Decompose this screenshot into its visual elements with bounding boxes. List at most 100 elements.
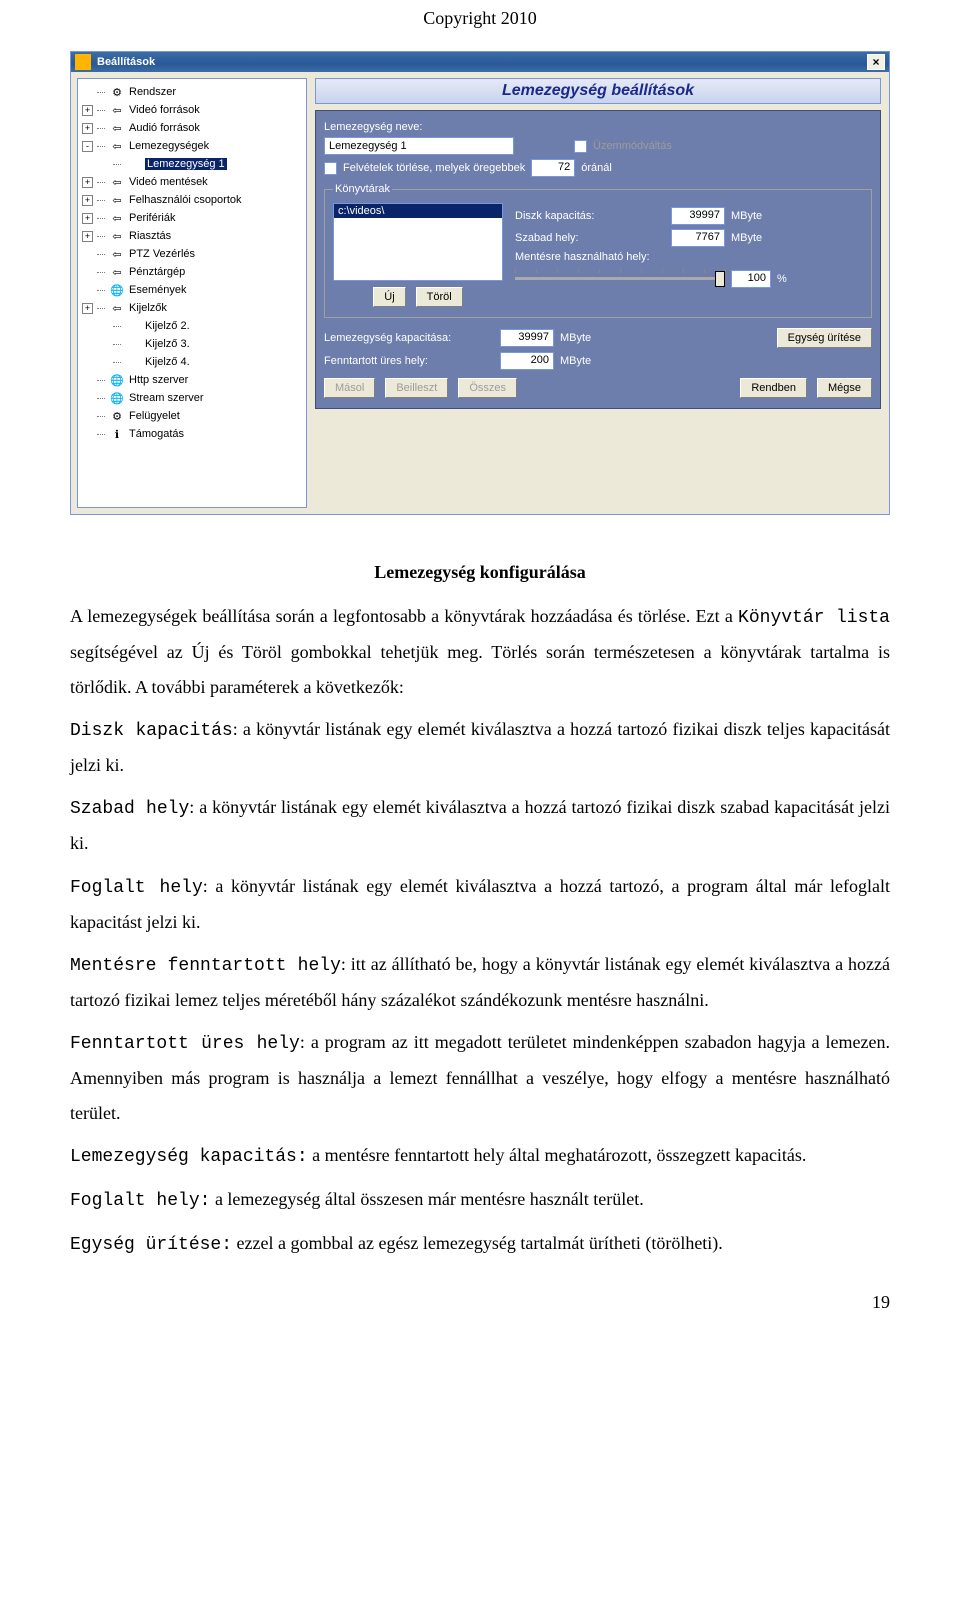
tree-item-label: Rendszer [129, 86, 176, 98]
tree-item-label: Videó források [129, 104, 200, 116]
tree-item-label: Stream szerver [129, 392, 204, 404]
tree-item[interactable]: +⇦Audió források [80, 119, 304, 137]
doc-heading: Lemezegység konfigurálása [70, 555, 890, 589]
nav-tree[interactable]: ⚙Rendszer+⇦Videó források+⇦Audió forráso… [77, 78, 307, 508]
paste-button: Beilleszt [385, 378, 448, 398]
directory-item-selected[interactable]: c:\videos\ [334, 204, 502, 218]
usable-label: Mentésre használható hely: [515, 251, 650, 263]
disk-cap-label: Diszk kapacitás: [515, 210, 665, 222]
tree-item[interactable]: +⇦Riasztás [80, 227, 304, 245]
ok-button[interactable]: Rendben [740, 378, 807, 398]
blank-icon [125, 156, 141, 172]
doc-p4: Foglalt hely: a könyvtár listának egy el… [70, 869, 890, 939]
expand-icon[interactable]: + [82, 195, 93, 206]
tree-item[interactable]: ⚙Felügyelet [80, 407, 304, 425]
main-panel: Lemezegység beállítások Lemezegység neve… [315, 78, 883, 508]
drain-button[interactable]: Egység ürítése [777, 328, 872, 348]
info-icon: ℹ [109, 426, 125, 442]
reserved-label: Fenntartott üres hely: [324, 355, 494, 367]
arrow-left-icon: ⇦ [109, 228, 125, 244]
tree-item-label: Videó mentések [129, 176, 208, 188]
expand-icon [98, 339, 109, 350]
tree-item[interactable]: +⇦Felhasználói csoportok [80, 191, 304, 209]
drive-name-input[interactable] [324, 137, 514, 155]
del-dir-button[interactable]: Töröl [416, 287, 463, 307]
tree-item-label: PTZ Vezérlés [129, 248, 195, 260]
tree-item[interactable]: ⚙ Rendszer [80, 83, 304, 101]
tree-item-label: Felhasználói csoportok [129, 194, 242, 206]
tree-item[interactable]: ⇦PTZ Vezérlés [80, 245, 304, 263]
arrow-left-icon: ⇦ [109, 120, 125, 136]
doc-p3: Szabad hely: a könyvtár listának egy ele… [70, 790, 890, 860]
tree-item[interactable]: 🌐Stream szerver [80, 389, 304, 407]
globe-icon: 🌐 [109, 372, 125, 388]
hours-suffix: óránál [581, 162, 612, 174]
expand-icon[interactable]: + [82, 213, 93, 224]
tree-item[interactable]: +⇦Perifériák [80, 209, 304, 227]
arrow-left-icon: ⇦ [109, 102, 125, 118]
expand-icon [82, 285, 93, 296]
delete-old-checkbox[interactable] [324, 162, 337, 175]
page-number: 19 [70, 1292, 890, 1313]
gear-icon: ⚙ [109, 84, 125, 100]
arrow-left-icon: ⇦ [109, 264, 125, 280]
tree-item[interactable]: 🌐 Http szerver [80, 371, 304, 389]
delete-old-label: Felvételek törlése, melyek öregebbek [343, 162, 525, 174]
new-dir-button[interactable]: Új [373, 287, 405, 307]
expand-icon [82, 267, 93, 278]
percent-value: 100 [731, 270, 771, 288]
usable-slider[interactable] [515, 267, 725, 291]
tree-item[interactable]: Lemezegység 1 [96, 155, 304, 173]
dialog-buttons: Másol Beilleszt Összes Rendben Mégse [324, 370, 872, 398]
tree-item[interactable]: ⇦Pénztárgép [80, 263, 304, 281]
settings-form: Lemezegység neve: Üzemmódváltás Felvétel… [315, 110, 881, 409]
tree-item[interactable]: ℹ Támogatás [80, 425, 304, 443]
tree-item-label: Események [129, 284, 186, 296]
expand-icon[interactable]: + [82, 105, 93, 116]
arrow-left-icon: ⇦ [109, 174, 125, 190]
tree-item[interactable]: + ⇦ Kijelzők [80, 299, 304, 317]
document-body: Lemezegység konfigurálása A lemezegysége… [70, 555, 890, 1262]
app-icon [75, 54, 91, 70]
tree-item-label: Kijelzők [129, 302, 167, 314]
unit-cap-value: 39997 [500, 329, 554, 347]
expand-icon[interactable]: + [82, 177, 93, 188]
mbyte-label-1: MByte [731, 210, 762, 222]
expand-icon[interactable]: - [82, 141, 93, 152]
directory-list[interactable]: c:\videos\ [333, 203, 503, 281]
cancel-button[interactable]: Mégse [817, 378, 872, 398]
tree-item[interactable]: Kijelző 2. [96, 317, 304, 335]
free-space-label: Szabad hely: [515, 232, 665, 244]
tree-item-label: Lemezegység 1 [145, 158, 227, 170]
mbyte-label-2: MByte [731, 232, 762, 244]
tree-item[interactable]: + ⇦ Videó mentések [80, 173, 304, 191]
tree-item[interactable]: -⇦Lemezegységek [80, 137, 304, 155]
expand-icon[interactable]: + [82, 123, 93, 134]
tree-item-label: Kijelző 4. [145, 356, 190, 368]
expand-icon [98, 321, 109, 332]
titlebar: Beállítások × [71, 52, 889, 72]
doc-p8: Foglalt hely: a lemezegység által összes… [70, 1182, 890, 1218]
tree-item[interactable]: + ⇦ Videó források [80, 101, 304, 119]
doc-p9: Egység ürítése: ezzel a gombbal az egész… [70, 1226, 890, 1262]
tree-item[interactable]: Kijelző 3. [96, 335, 304, 353]
expand-icon [98, 357, 109, 368]
blank-icon [125, 354, 141, 370]
doc-p6: Fenntartott üres hely: a program az itt … [70, 1025, 890, 1130]
tree-item[interactable]: 🌐Események [80, 281, 304, 299]
tree-item-label: Kijelző 2. [145, 320, 190, 332]
tree-item[interactable]: Kijelző 4. [96, 353, 304, 371]
tree-item-label: Támogatás [129, 428, 184, 440]
tree-item-label: Http szerver [129, 374, 188, 386]
close-button[interactable]: × [867, 54, 885, 70]
expand-icon[interactable]: + [82, 303, 93, 314]
expand-icon [82, 429, 93, 440]
hours-input[interactable]: 72 [531, 159, 575, 177]
expand-icon[interactable]: + [82, 231, 93, 242]
reserved-value[interactable]: 200 [500, 352, 554, 370]
expand-icon [82, 393, 93, 404]
arrow-left-icon: ⇦ [109, 210, 125, 226]
blank-icon [125, 336, 141, 352]
panel-title: Lemezegység beállítások [315, 78, 881, 104]
arrow-left-icon: ⇦ [109, 300, 125, 316]
